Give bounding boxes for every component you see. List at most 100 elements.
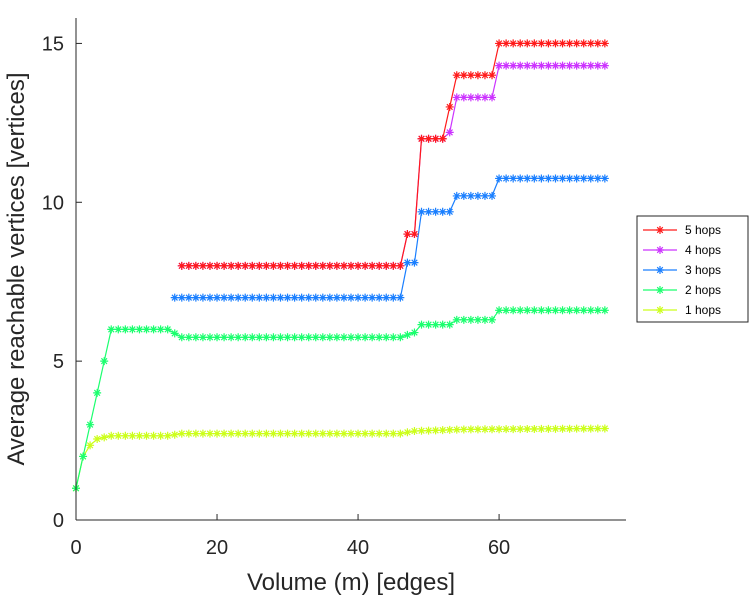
data-point [403, 230, 412, 239]
data-point [389, 261, 398, 270]
series-line [181, 42, 605, 267]
data-point [304, 333, 313, 342]
data-point [417, 426, 426, 435]
data-point [509, 174, 518, 183]
data-point [495, 61, 504, 70]
data-point [311, 429, 320, 438]
data-point [572, 174, 581, 183]
data-point [452, 191, 461, 200]
data-point [558, 174, 567, 183]
data-point [297, 333, 306, 342]
data-point [93, 388, 102, 397]
data-point [537, 174, 546, 183]
data-point [593, 39, 602, 48]
data-point [121, 325, 130, 334]
y-tick-label: 0 [53, 510, 64, 532]
data-point [276, 293, 285, 302]
data-point [410, 258, 419, 267]
data-point [572, 39, 581, 48]
data-point [311, 261, 320, 270]
data-point [177, 333, 186, 342]
y-axis-label: Average reachable vertices [vertices] [3, 72, 30, 465]
data-point [198, 429, 207, 438]
data-point [509, 61, 518, 70]
data-point [255, 429, 264, 438]
data-point [163, 431, 172, 440]
data-point [466, 93, 475, 102]
data-point [417, 207, 426, 216]
data-point [488, 191, 497, 200]
data-point [600, 39, 609, 48]
data-point [339, 293, 348, 302]
y-tick-label: 15 [42, 33, 64, 55]
x-tick-label: 40 [347, 537, 369, 559]
data-point [339, 333, 348, 342]
data-point [488, 425, 497, 434]
data-point [593, 61, 602, 70]
data-point [452, 71, 461, 80]
x-ticks: 0 20 40 60 [70, 514, 510, 559]
data-point [332, 261, 341, 270]
legend-item: 3 hops [643, 263, 721, 277]
data-point [184, 293, 193, 302]
data-point [297, 429, 306, 438]
data-point [544, 39, 553, 48]
data-point [544, 61, 553, 70]
y-tick-label: 5 [53, 351, 64, 373]
data-point [86, 420, 95, 429]
data-point [283, 429, 292, 438]
legend-label: 2 hops [685, 283, 721, 297]
data-point [354, 261, 363, 270]
data-point [191, 429, 200, 438]
data-point [459, 71, 468, 80]
data-point [269, 261, 278, 270]
data-point [523, 174, 532, 183]
legend-item: 1 hops [643, 303, 721, 317]
data-point [361, 293, 370, 302]
legend-marker [656, 306, 664, 314]
y-ticks: 0 5 10 15 [42, 33, 82, 532]
data-point [459, 93, 468, 102]
legend-label: 3 hops [685, 263, 721, 277]
legend-marker [656, 286, 664, 294]
data-point [347, 333, 355, 342]
x-axis-label: Volume (m) [edges] [247, 569, 455, 596]
x-tick-label: 60 [488, 537, 510, 559]
data-point [488, 93, 497, 102]
data-point [445, 425, 454, 434]
data-point [227, 293, 236, 302]
data-point [318, 429, 327, 438]
data-point [445, 102, 454, 111]
data-point [241, 293, 250, 302]
data-point [198, 333, 207, 342]
data-point [565, 39, 574, 48]
data-point [382, 333, 391, 342]
series-4-hops [177, 61, 609, 270]
data-point [509, 425, 518, 434]
data-point [262, 261, 271, 270]
data-point [459, 191, 468, 200]
data-point [255, 293, 264, 302]
data-point [290, 333, 299, 342]
data-point [431, 320, 440, 329]
data-point [396, 429, 405, 438]
data-point [382, 261, 391, 270]
data-point [276, 261, 285, 270]
legend-label: 4 hops [685, 243, 721, 257]
data-point [368, 293, 377, 302]
data-point [332, 333, 341, 342]
data-point [213, 429, 222, 438]
data-point [544, 424, 553, 433]
data-point [149, 325, 158, 334]
data-point [347, 293, 355, 302]
data-point [354, 293, 363, 302]
data-point [389, 293, 398, 302]
data-point [184, 333, 193, 342]
data-point [220, 293, 229, 302]
data-point [438, 134, 447, 143]
data-point [227, 261, 236, 270]
data-point [579, 61, 588, 70]
data-point [170, 329, 179, 338]
data-point [452, 93, 461, 102]
